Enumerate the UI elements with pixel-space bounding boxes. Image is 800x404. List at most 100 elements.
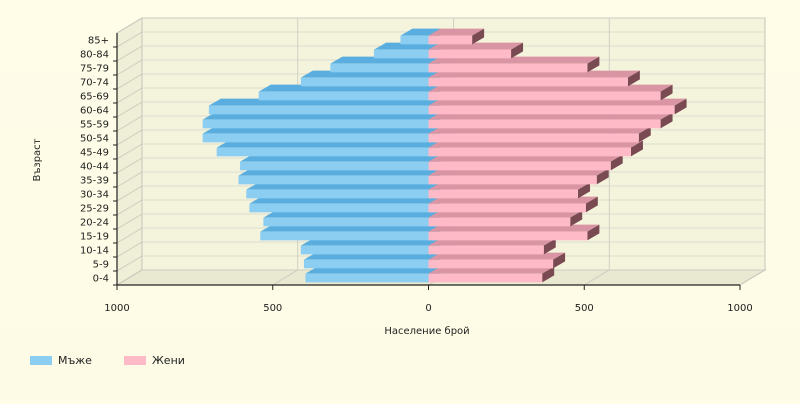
bar-top-Жени-55-59 xyxy=(428,112,673,120)
bar-Мъже-20-24 xyxy=(263,217,429,227)
grid-side-line xyxy=(116,171,143,188)
legend-item-male: Мъже xyxy=(30,354,92,367)
bar-Мъже-5-9 xyxy=(303,259,429,269)
bar-top-Мъже-40-44 xyxy=(240,154,441,162)
bar-Мъже-85+ xyxy=(400,35,429,45)
grid-side-line xyxy=(116,73,143,90)
bar-top-Жени-30-34 xyxy=(428,182,591,190)
bar-top-Мъже-35-39 xyxy=(238,168,441,176)
bar-side-Жени-5-9 xyxy=(553,252,566,269)
bar-side-Жени-45-49 xyxy=(630,140,643,157)
bar-Жени-15-19 xyxy=(428,231,588,241)
y-tick-label-30-34: 30-34 xyxy=(80,190,109,201)
bar-top-Жени-80-84 xyxy=(428,42,524,50)
grid-side-line xyxy=(116,227,143,244)
bar-side-Жени-85+ xyxy=(472,28,485,45)
bar-top-Мъже-20-24 xyxy=(263,210,441,218)
bar-Мъже-70-74 xyxy=(300,77,429,87)
bar-side-Жени-40-44 xyxy=(610,154,623,171)
bar-Жени-60-64 xyxy=(428,105,675,115)
y-tick-label-10-14: 10-14 xyxy=(80,246,109,257)
bar-side-Жени-20-24 xyxy=(570,210,583,227)
bar-top-Мъже-65-69 xyxy=(258,84,441,92)
legend-swatch-female xyxy=(123,356,146,365)
bar-Жени-10-14 xyxy=(428,245,544,255)
bar-Мъже-10-14 xyxy=(300,245,429,255)
bar-top-Мъже-50-54 xyxy=(202,126,441,134)
bar-top-Мъже-80-84 xyxy=(373,42,441,50)
grid-side-line xyxy=(116,115,143,132)
bar-side-Жени-55-59 xyxy=(660,112,673,129)
bar-side-Жени-30-34 xyxy=(578,182,591,199)
bar-Мъже-0-4 xyxy=(305,273,429,283)
y-tick-label-45-49: 45-49 xyxy=(80,148,109,159)
x-axis-title: Население брой xyxy=(384,326,469,337)
bar-Жени-55-59 xyxy=(428,119,661,129)
legend-swatch-male xyxy=(30,356,52,365)
y-tick-label-75-79: 75-79 xyxy=(80,64,109,75)
bar-Мъже-60-64 xyxy=(208,105,429,115)
grid-side-line xyxy=(116,255,143,272)
bar-top-Жени-50-54 xyxy=(428,126,651,134)
legend: Мъже Жени xyxy=(30,354,185,367)
bar-top-Жени-15-19 xyxy=(428,224,600,232)
bar-top-Жени-75-79 xyxy=(428,56,600,64)
bar-top-Жени-20-24 xyxy=(428,210,583,218)
bar-top-Мъже-25-29 xyxy=(249,196,441,204)
bar-Мъже-25-29 xyxy=(249,203,429,213)
bar-side-Жени-15-19 xyxy=(587,224,600,241)
x-tick-label-0: 0 xyxy=(425,303,431,314)
grid-side-line xyxy=(116,129,143,146)
bar-top-Жени-65-69 xyxy=(428,84,673,92)
grid-floor-line xyxy=(116,269,143,286)
bar-top-Жени-5-9 xyxy=(428,252,566,260)
y-tick-label-25-29: 25-29 xyxy=(80,204,109,215)
bar-Жени-25-29 xyxy=(428,203,586,213)
bar-top-Жени-60-64 xyxy=(428,98,687,106)
bar-side-Жени-0-4 xyxy=(542,266,555,283)
grid-side-line xyxy=(116,157,143,174)
y-tick-label-0-4: 0-4 xyxy=(93,274,109,285)
grid-floor-line xyxy=(272,269,298,286)
grid-side-line xyxy=(116,17,143,34)
bar-top-Мъже-60-64 xyxy=(208,98,441,106)
bar-Мъже-80-84 xyxy=(373,49,429,59)
legend-label-male: Мъже xyxy=(58,354,92,367)
bar-top-Жени-40-44 xyxy=(428,154,623,162)
bar-top-Мъже-75-79 xyxy=(330,56,441,64)
y-axis-title: Възраст xyxy=(32,138,43,181)
y-tick-label-15-19: 15-19 xyxy=(80,232,109,243)
grid-floor-line xyxy=(584,269,610,286)
y-tick-label-65-69: 65-69 xyxy=(80,92,109,103)
bar-top-Мъже-10-14 xyxy=(300,238,441,246)
bar-side-Жени-80-84 xyxy=(511,42,524,59)
bar-top-Жени-0-4 xyxy=(428,266,555,274)
bar-Мъже-65-69 xyxy=(258,91,429,101)
bar-top-Мъже-55-59 xyxy=(202,112,441,120)
legend-item-female: Жени xyxy=(123,354,185,367)
bar-side-Жени-25-29 xyxy=(585,196,598,213)
y-tick-label-35-39: 35-39 xyxy=(80,176,109,187)
bar-top-Жени-45-49 xyxy=(428,140,643,148)
legend-label-female: Жени xyxy=(151,354,185,367)
bar-top-Мъже-15-19 xyxy=(260,224,441,232)
x-tick-label-500: 500 xyxy=(575,303,594,314)
y-tick-label-60-64: 60-64 xyxy=(80,106,109,117)
bar-top-Жени-10-14 xyxy=(428,238,556,246)
bar-top-Мъже-0-4 xyxy=(305,266,441,274)
bar-Жени-75-79 xyxy=(428,63,588,73)
bar-Мъже-40-44 xyxy=(240,161,429,171)
y-tick-label-5-9: 5-9 xyxy=(93,260,109,271)
bar-side-Жени-65-69 xyxy=(660,84,673,101)
grid-side-line xyxy=(116,241,143,258)
bar-Жени-0-4 xyxy=(428,273,543,283)
grid-side-line xyxy=(116,185,143,202)
bar-Жени-50-54 xyxy=(428,133,639,143)
bar-side-Жени-70-74 xyxy=(627,70,640,87)
bar-Мъже-15-19 xyxy=(260,231,429,241)
bar-side-Жени-60-64 xyxy=(674,98,687,115)
bar-Жени-65-69 xyxy=(428,91,661,101)
grid-side-line xyxy=(116,87,143,104)
